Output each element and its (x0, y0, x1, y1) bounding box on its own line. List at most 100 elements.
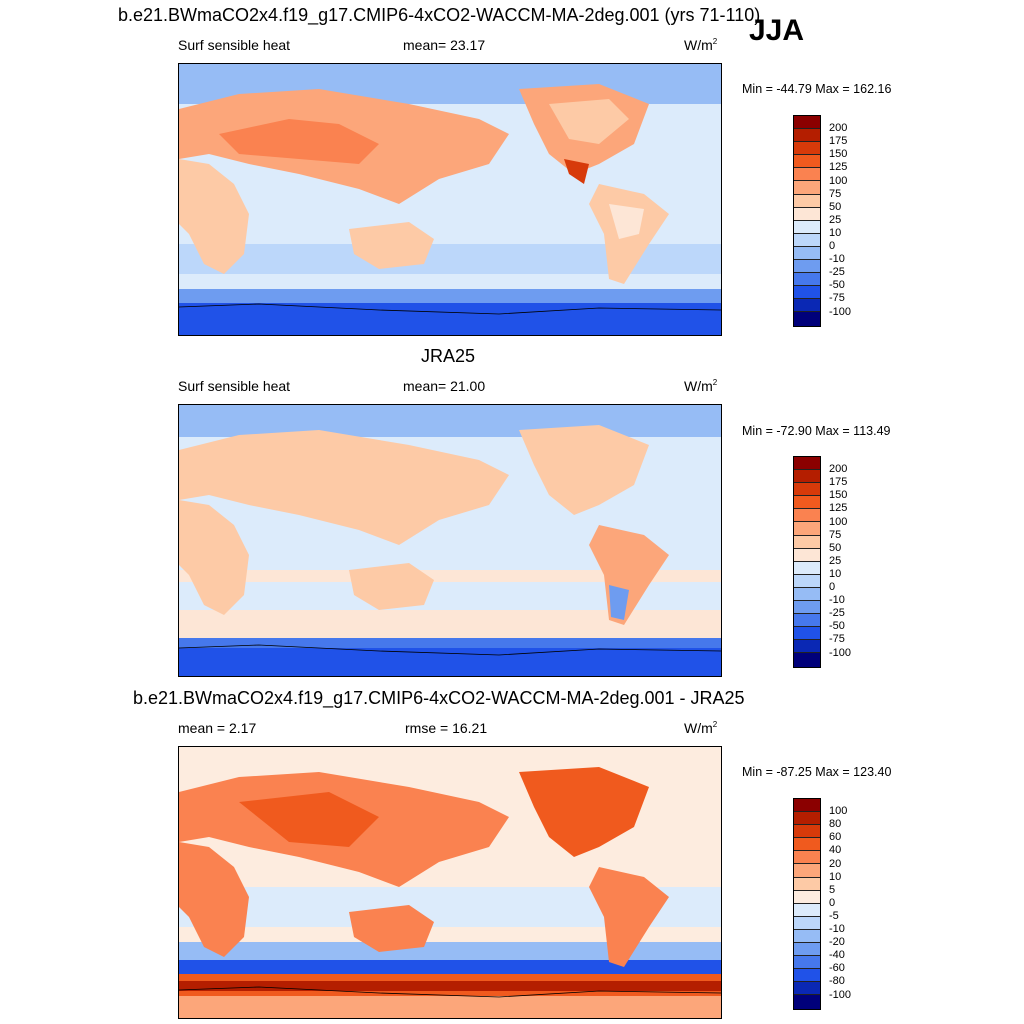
panel3-mean-label: mean = 2.17 (178, 720, 257, 736)
panel3-minmax: Min = -87.25 Max = 123.40 (742, 765, 892, 779)
colorbar-box (794, 627, 820, 641)
colorbar-box (794, 233, 820, 247)
colorbar-box (794, 220, 820, 234)
colorbar-tick-label: 0 (829, 896, 836, 909)
colorbar-tick-label: 75 (829, 187, 842, 200)
colorbar-tick-label: 100 (829, 805, 848, 818)
colorbar-tick-label: 25 (829, 554, 842, 567)
season-label: JJA (749, 14, 805, 47)
colorbar-box (794, 929, 820, 944)
panel3-title: b.e21.BWmaCO2x4.f19_g17.CMIP6-4xCO2-WACC… (133, 688, 745, 708)
panel3-colorbar-boxes (794, 799, 820, 1009)
colorbar-tick-label: -10 (829, 923, 845, 935)
panel2-units: W/m2 (684, 378, 718, 394)
panel1-variable-label: Surf sensible heat (178, 37, 291, 53)
colorbar-box (794, 548, 820, 562)
colorbar-tick-label: 175 (829, 476, 848, 489)
panel2-minmax: Min = -72.90 Max = 113.49 (742, 424, 891, 438)
colorbar-tick-label: 40 (829, 844, 842, 857)
colorbar-box (794, 851, 820, 865)
colorbar-box (794, 614, 820, 628)
panel1-mean-label: mean= 23.17 (403, 37, 486, 53)
panel3-colorbar (793, 798, 821, 1010)
colorbar-tick-label: 200 (829, 122, 848, 135)
colorbar-box (794, 286, 820, 300)
colorbar-tick-label: 10 (829, 870, 842, 883)
colorbar-tick-label: -100 (829, 988, 852, 1001)
colorbar-box (794, 483, 820, 497)
colorbar-box (794, 142, 820, 156)
colorbar-tick-label: 50 (829, 541, 842, 554)
panel1-colorbar-boxes (794, 116, 820, 326)
colorbar-box (794, 956, 820, 970)
colorbar-tick-label: -10 (829, 594, 845, 607)
colorbar-box (794, 653, 820, 667)
panel2-variable-label: Surf sensible heat (178, 378, 291, 394)
colorbar-box (794, 194, 820, 208)
colorbar-tick-label: -100 (829, 305, 852, 318)
colorbar-box (794, 601, 820, 615)
colorbar-tick-label: 50 (829, 200, 842, 213)
colorbar-box (794, 916, 820, 930)
panel3-field (179, 747, 721, 1018)
panel1-map (178, 63, 722, 336)
colorbar-box (794, 535, 820, 549)
colorbar-box (794, 312, 820, 326)
colorbar-box (794, 522, 820, 536)
colorbar-tick-label: -10 (829, 253, 845, 266)
colorbar-tick-label: 125 (829, 502, 848, 515)
colorbar-tick-label: 80 (829, 818, 842, 831)
panel1-units: W/m2 (684, 37, 718, 53)
colorbar-tick-label: 60 (829, 831, 842, 844)
colorbar-box (794, 129, 820, 143)
colorbar-tick-label: 5 (829, 883, 836, 896)
colorbar-box (794, 903, 820, 917)
colorbar-box (794, 246, 820, 261)
colorbar-tick-label: 100 (829, 515, 848, 528)
panel2-field (179, 405, 721, 676)
colorbar-box (794, 457, 820, 471)
colorbar-tick-label: 25 (829, 213, 842, 226)
colorbar-box (794, 969, 820, 983)
panel1-colorbar (793, 115, 821, 327)
panel1-title: b.e21.BWmaCO2x4.f19_g17.CMIP6-4xCO2-WACC… (118, 5, 761, 25)
colorbar-tick-label: -80 (829, 975, 845, 988)
panel3-map (178, 746, 722, 1019)
colorbar-box (794, 838, 820, 852)
colorbar-box (794, 574, 820, 588)
colorbar-box (794, 587, 820, 602)
panel3-units: W/m2 (684, 720, 718, 736)
colorbar-box (794, 496, 820, 510)
colorbar-box (794, 640, 820, 654)
colorbar-box (794, 812, 820, 826)
panel2-colorbar (793, 456, 821, 668)
panel3-rmse-label: rmse = 16.21 (405, 720, 488, 736)
colorbar-tick-label: -60 (829, 962, 845, 975)
colorbar-tick-label: 150 (829, 489, 848, 502)
panel1-field (179, 64, 721, 335)
colorbar-box (794, 116, 820, 130)
colorbar-box (794, 864, 820, 878)
panel2-title: JRA25 (421, 346, 476, 366)
colorbar-box (794, 890, 820, 904)
colorbar-tick-label: 150 (829, 148, 848, 161)
colorbar-box (794, 470, 820, 484)
colorbar-box (794, 155, 820, 169)
panel2-map (178, 404, 722, 677)
colorbar-tick-label: 125 (829, 161, 848, 174)
colorbar-tick-label: -5 (829, 909, 839, 922)
colorbar-tick-label: 0 (829, 581, 836, 593)
panel2-colorbar-boxes (794, 457, 820, 667)
panel2-mean-label: mean= 21.00 (403, 378, 486, 394)
colorbar-tick-label: -20 (829, 936, 845, 949)
colorbar-tick-label: -40 (829, 949, 845, 962)
colorbar-box (794, 943, 820, 957)
colorbar-box (794, 995, 820, 1009)
colorbar-box (794, 260, 820, 274)
colorbar-tick-label: -25 (829, 607, 845, 620)
colorbar-tick-label: 0 (829, 240, 836, 252)
colorbar-tick-label: -50 (829, 620, 845, 633)
colorbar-box (794, 207, 820, 221)
colorbar-tick-label: 10 (829, 567, 842, 580)
colorbar-tick-label: 100 (829, 174, 848, 187)
